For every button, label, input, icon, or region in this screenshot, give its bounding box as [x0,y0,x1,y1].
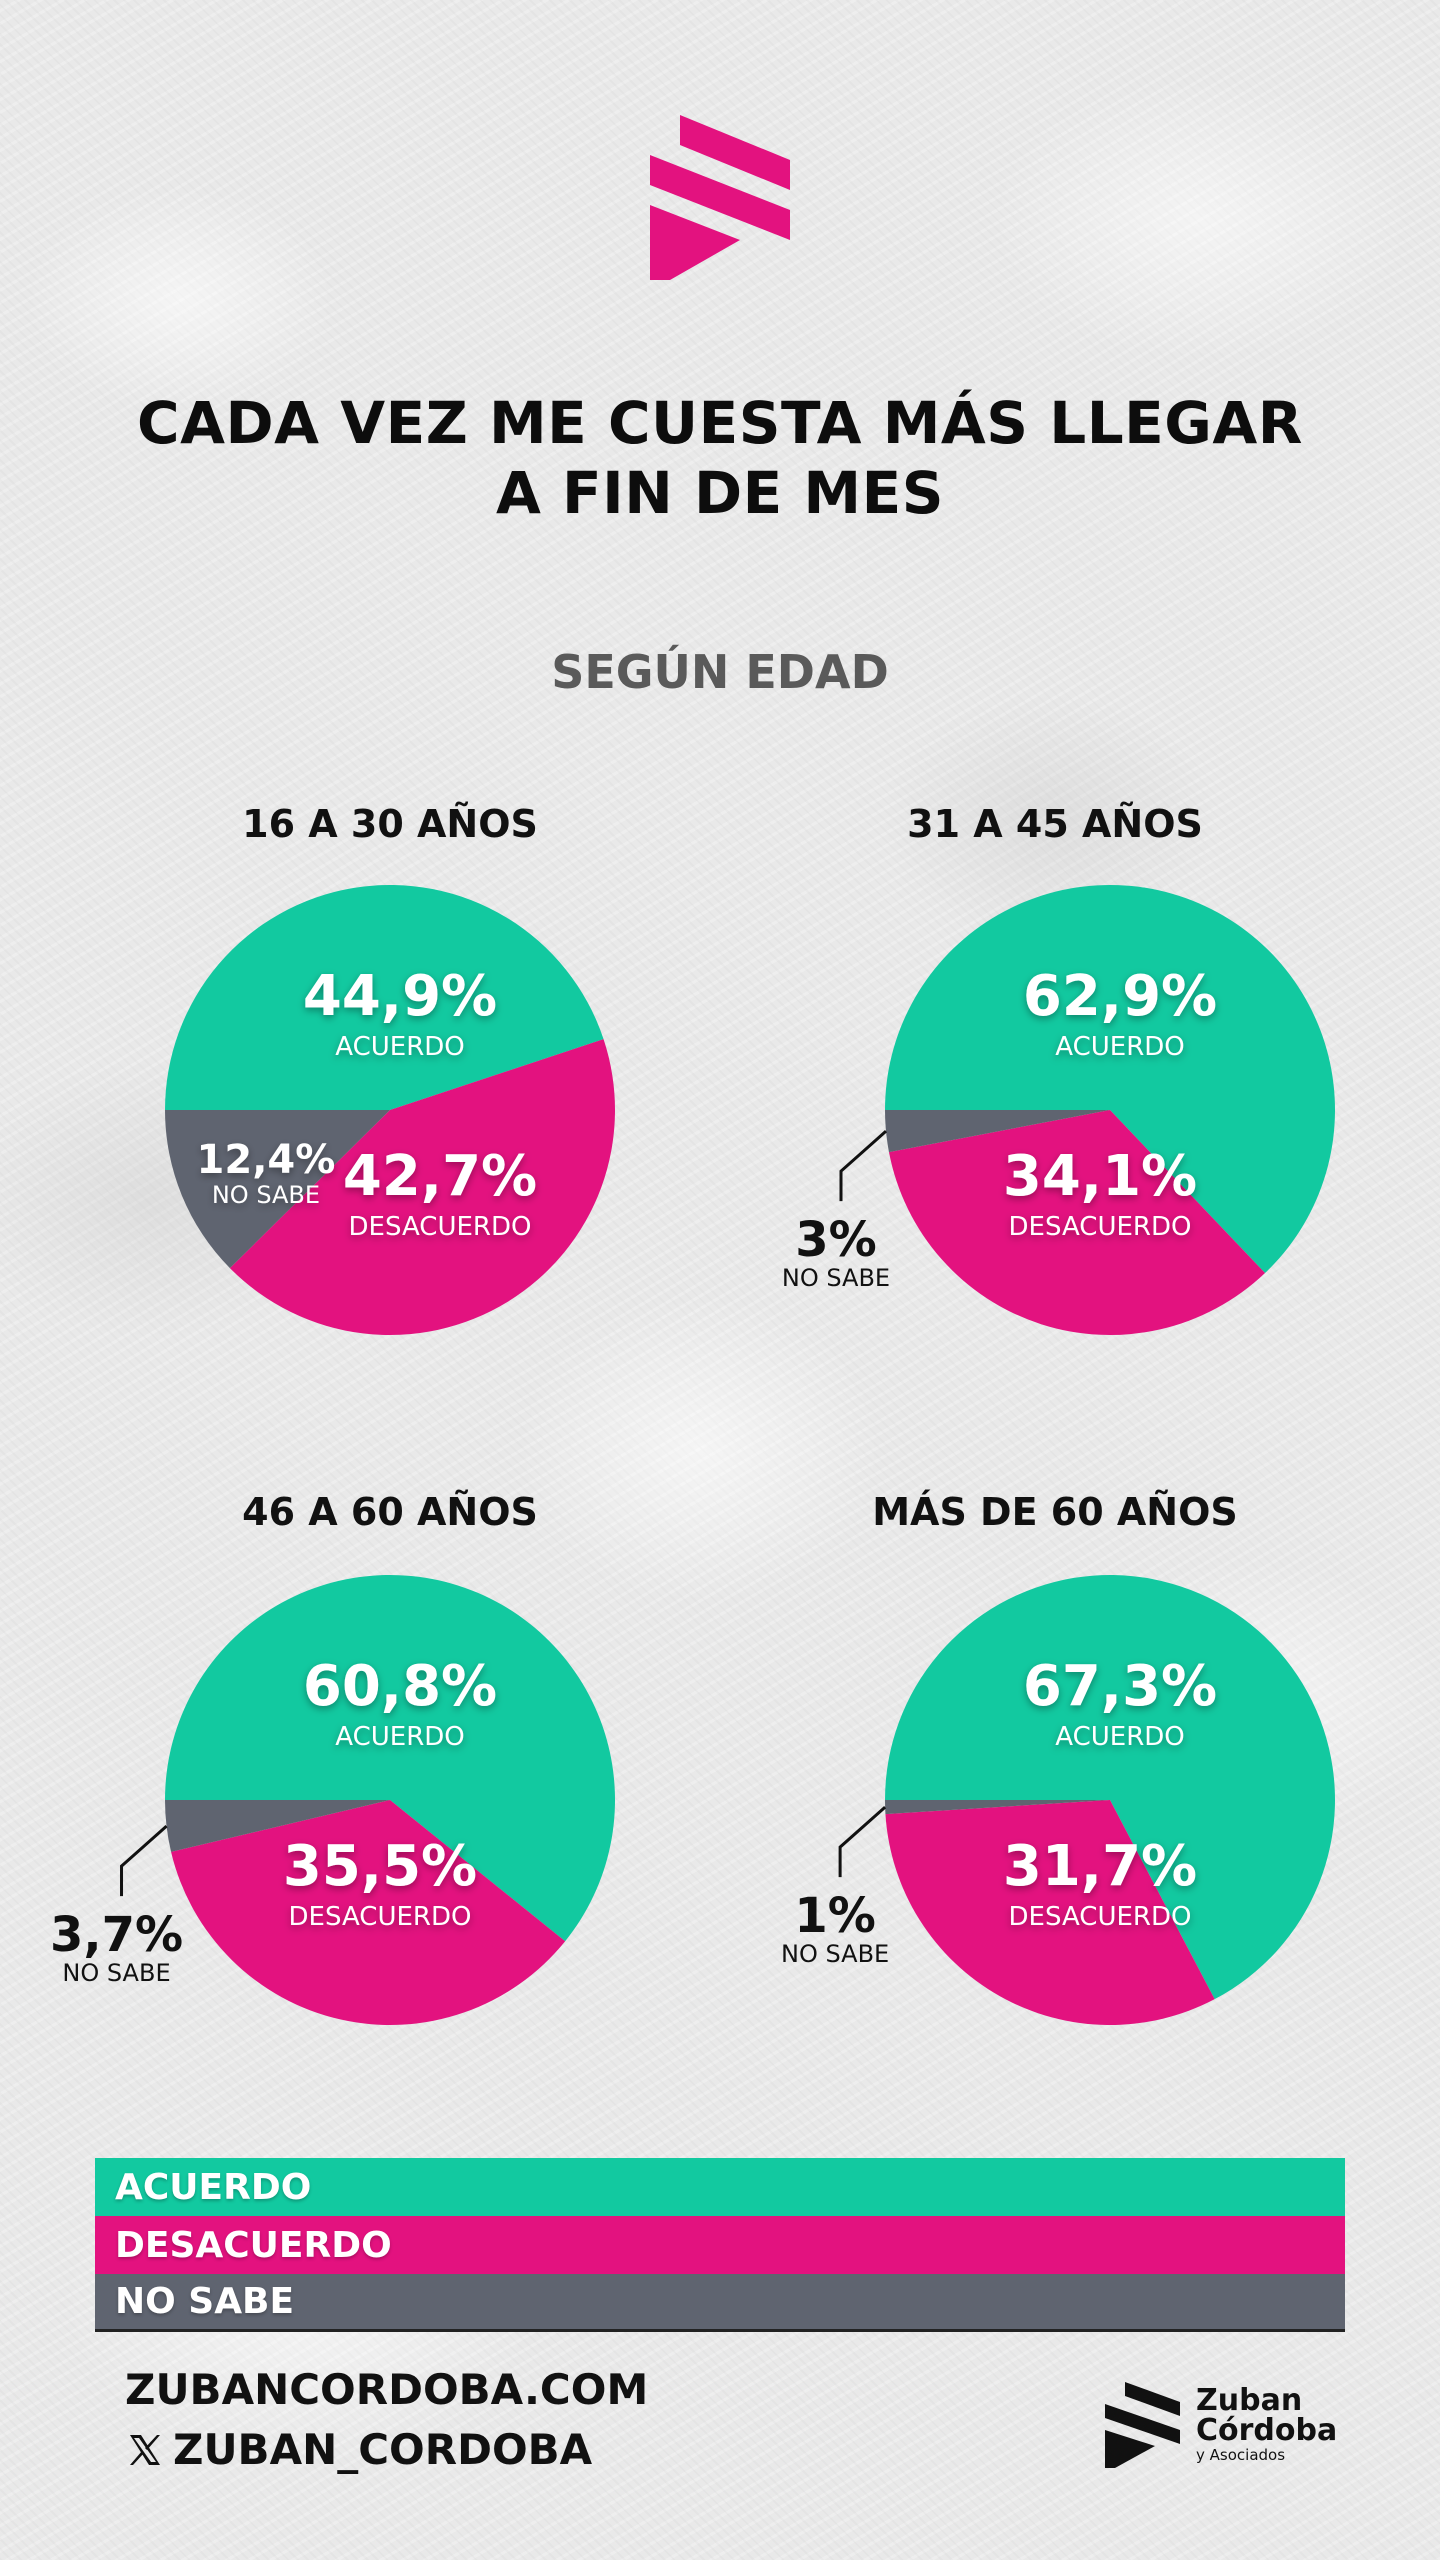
pie-slice-acuerdo [885,885,1335,1274]
data-label-no-sabe-value: 3% [795,1212,877,1268]
page-title-line-1: CADA VEZ ME CUESTA MÁS LLEGAR [137,389,1303,457]
x-logo-icon [130,2434,160,2465]
data-label-acuerdo-name: ACUERDO [335,1032,465,1062]
data-label-acuerdo-value: 60,8% [303,1654,497,1719]
pie-slice-acuerdo [165,1575,616,1942]
pie-chart-mas-60: 67,3%ACUERDO 31,7%DESACUERDO 1%NO SABE [781,1575,1335,2025]
page-title-line-2: A FIN DE MES [495,459,945,527]
data-label-desacuerdo-value: 42,7% [343,1144,537,1209]
brand-line-1: Zuban [1196,2383,1303,2418]
chart-title-16-30: 16 A 30 AÑOS [242,802,538,846]
data-label-no-sabe-name: NO SABE [781,1940,889,1968]
chart-title-31-45: 31 A 45 AÑOS [907,802,1203,846]
chart-title-46-60: 46 A 60 AÑOS [242,1490,538,1534]
pie-slice-no-sabe [165,1800,390,1852]
footer-website-link[interactable]: ZUBANCORDOBA.COM [125,2365,649,2414]
legend-acuerdo: ACUERDO [95,2158,1345,2216]
data-label-acuerdo-name: ACUERDO [335,1722,465,1752]
legend-no-sabe: NO SABE [95,2274,1345,2332]
data-label-desacuerdo-name: DESACUERDO [1009,1212,1192,1242]
pie-slice-no-sabe [885,1800,1110,1815]
data-label-no-sabe-value: 3,7% [50,1907,183,1963]
zuban-cordoba-mark-icon [1105,2382,1180,2468]
pie-chart-46-60: 60,8%ACUERDO 35,5%DESACUERDO 3,7%NO SABE [50,1575,616,2025]
leader-line-no-sabe [120,1824,168,1897]
leader-line-no-sabe [838,1805,887,1878]
legend-acuerdo-label: ACUERDO [115,2166,312,2208]
data-label-desacuerdo-name: DESACUERDO [289,1902,472,1932]
data-label-no-sabe-name: NO SABE [212,1181,320,1209]
data-label-acuerdo-value: 62,9% [1023,964,1217,1029]
pie-slice-no-sabe [165,1110,390,1269]
data-label-desacuerdo-name: DESACUERDO [349,1212,532,1242]
data-label-desacuerdo-value: 31,7% [1003,1834,1197,1899]
brand-block: Zuban Córdoba y Asociados [1100,2380,1337,2470]
pie-slice-desacuerdo [229,1039,615,1335]
pie-slice-desacuerdo [888,1110,1266,1335]
data-label-no-sabe-name: NO SABE [782,1264,890,1292]
brand-name: Zuban Córdoba y Asociados [1196,2383,1338,2465]
footer-x-handle-link[interactable]: ZUBAN_CORDOBA [125,2425,592,2474]
brand-line-3: y Asociados [1196,2446,1286,2464]
legend-desacuerdo: DESACUERDO [95,2216,1345,2274]
chart-title-mas-60: MÁS DE 60 AÑOS [872,1490,1238,1534]
legend-desacuerdo-label: DESACUERDO [115,2224,392,2266]
data-label-no-sabe-value: 1% [794,1888,876,1944]
data-label-no-sabe-name: NO SABE [62,1959,170,1987]
pie-slice-acuerdo [165,885,604,1110]
leader-line-no-sabe [839,1130,887,1202]
legend-no-sabe-label: NO SABE [115,2281,295,2322]
data-label-acuerdo-value: 44,9% [303,964,497,1029]
pie-slice-desacuerdo [171,1800,566,2025]
data-label-acuerdo-name: ACUERDO [1055,1032,1185,1062]
data-label-desacuerdo-name: DESACUERDO [1009,1902,1192,1932]
pie-slice-no-sabe [885,1110,1110,1153]
pie-slice-desacuerdo [885,1800,1215,2025]
pie-chart-16-30: 44,9%ACUERDO 42,7%DESACUERDO 12,4%NO SABE [165,885,615,1335]
data-label-no-sabe-value: 12,4% [197,1137,336,1183]
brand-line-2: Córdoba [1196,2413,1338,2448]
footer-x-handle-text: ZUBAN_CORDOBA [173,2425,593,2474]
zuban-cordoba-logo-icon [650,115,790,280]
data-label-desacuerdo-value: 35,5% [283,1834,477,1899]
pie-slice-acuerdo [885,1575,1335,2000]
pie-chart-31-45: 62,9%ACUERDO 34,1%DESACUERDO 3%NO SABE [782,885,1335,1335]
data-label-acuerdo-value: 67,3% [1023,1654,1217,1719]
page-title: CADA VEZ ME CUESTA MÁS LLEGAR A FIN DE M… [0,388,1440,528]
data-label-acuerdo-name: ACUERDO [1055,1722,1185,1752]
page-subtitle: SEGÚN EDAD [551,645,889,699]
data-label-desacuerdo-value: 34,1% [1003,1144,1197,1209]
